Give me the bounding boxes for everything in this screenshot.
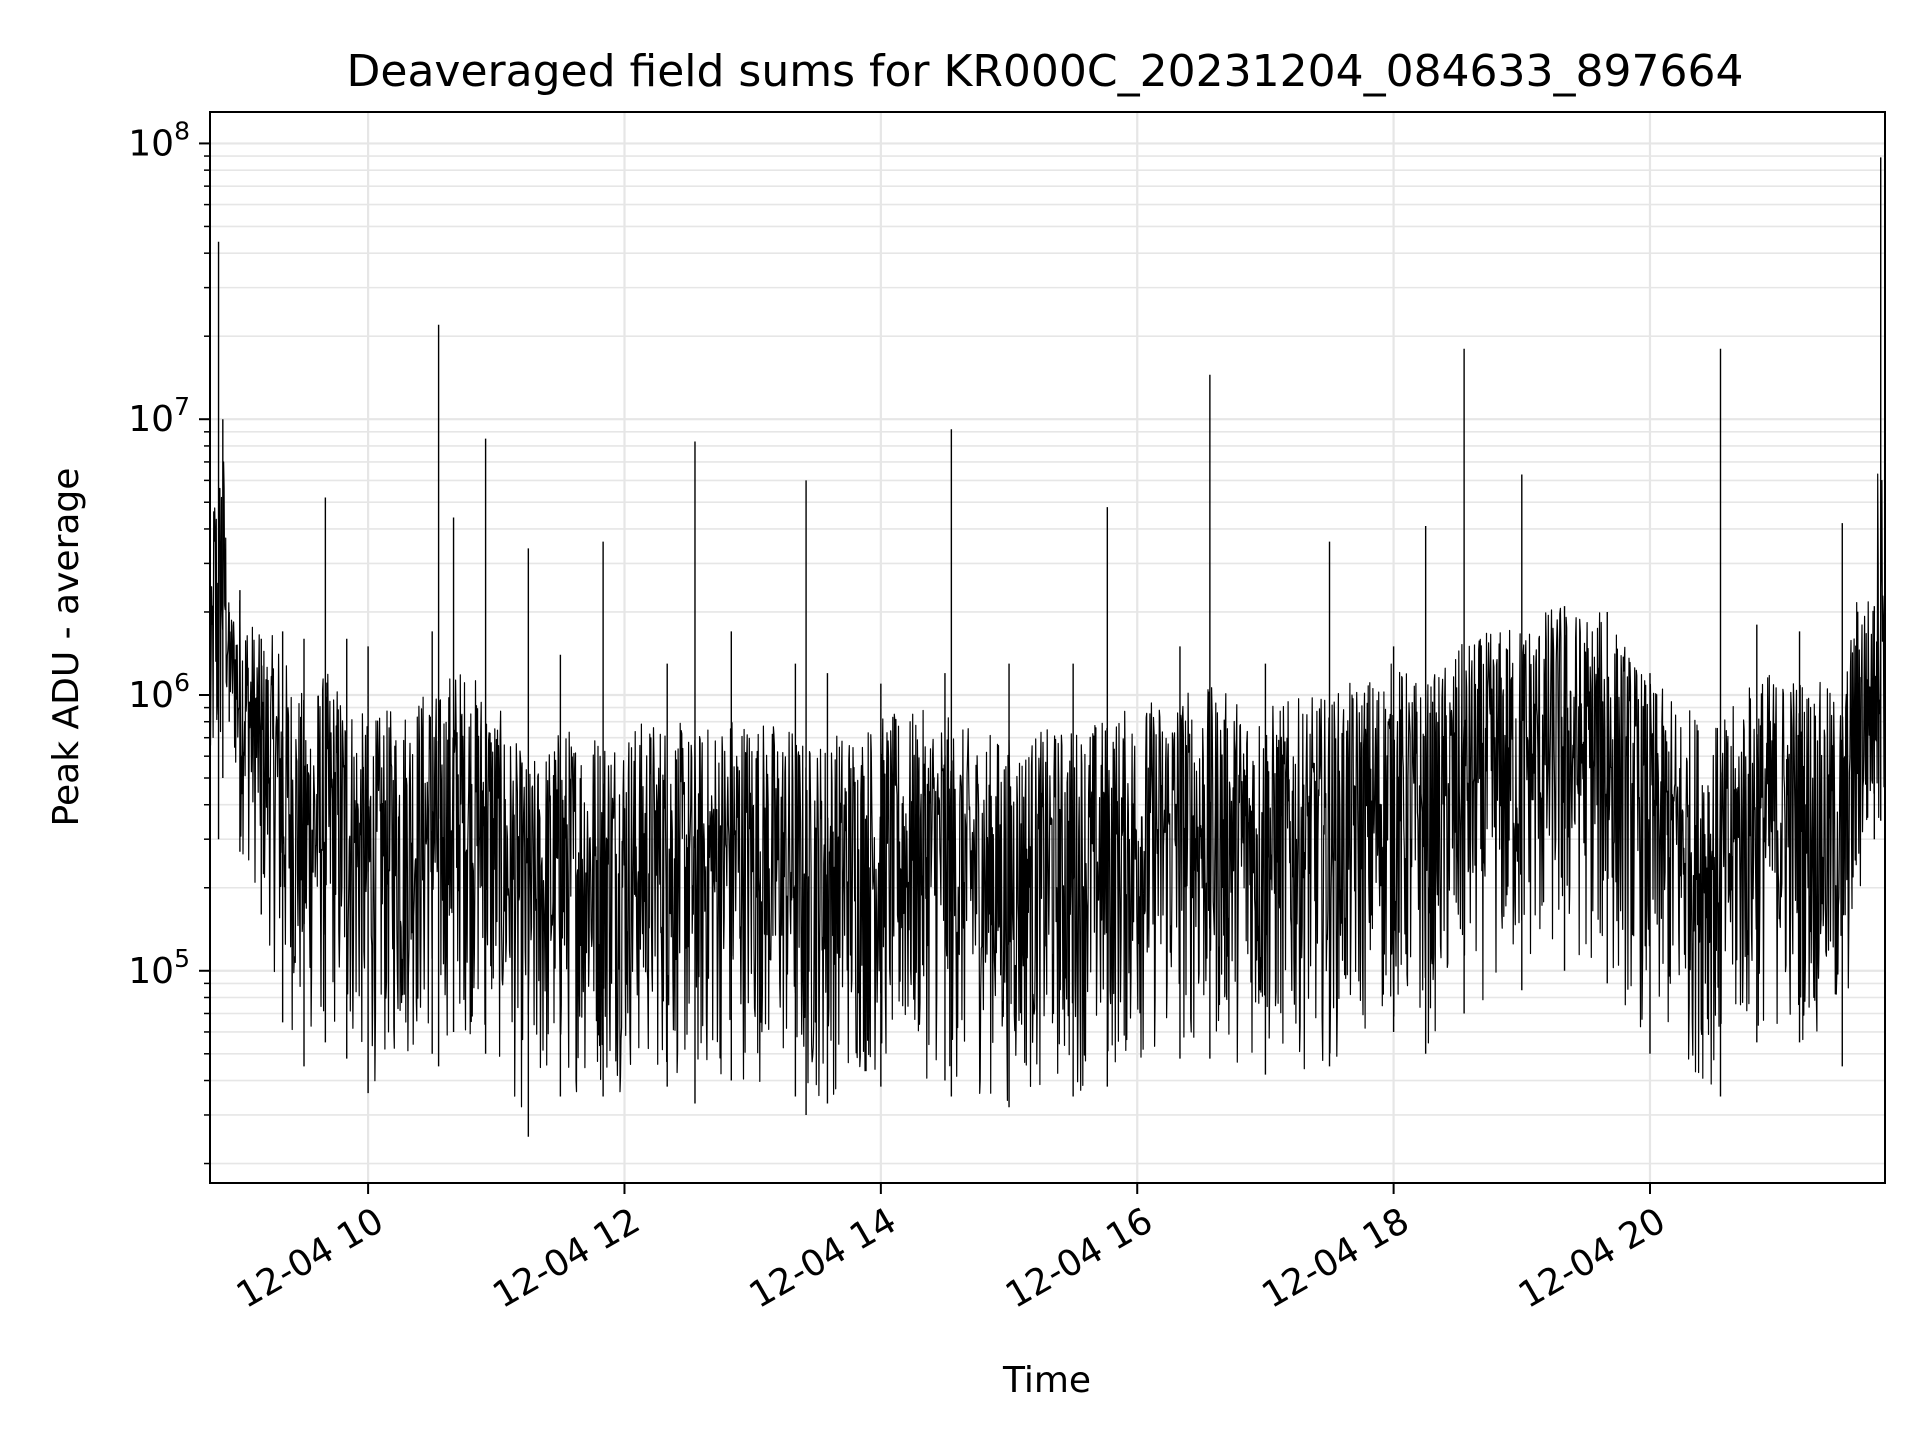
y-tick-label: 106 xyxy=(128,668,190,716)
y-tick-label: 107 xyxy=(128,392,190,440)
y-tick-label: 105 xyxy=(128,944,190,992)
plot-frame xyxy=(209,111,1886,1184)
y-tick-label: 108 xyxy=(128,116,190,164)
y-axis-label: Peak ADU - average xyxy=(46,468,87,827)
x-axis-label: Time xyxy=(1002,1360,1091,1401)
series-line xyxy=(209,461,1886,1108)
y-axis: 105 106 107 108 xyxy=(128,116,210,1165)
series-group xyxy=(209,157,1886,1137)
chart-title: Deaveraged field sums for KR000C_2023120… xyxy=(347,46,1744,97)
